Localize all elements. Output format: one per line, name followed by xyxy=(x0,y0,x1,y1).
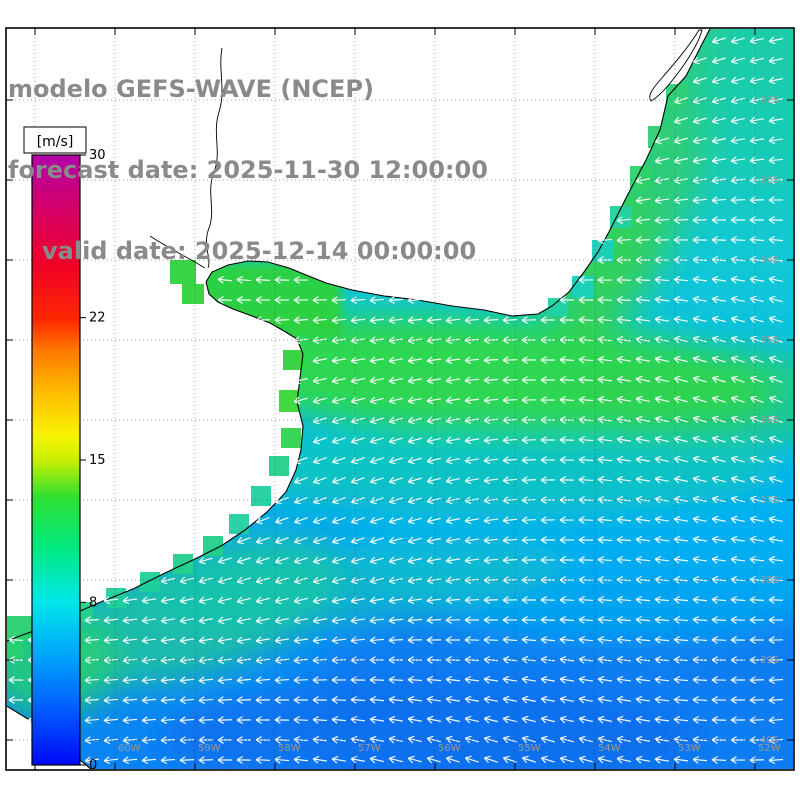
grid-labels: 32S 33S 34S 35S 36S 37S 38S 39S 40S 60W 59W 58W 57W 5… xyxy=(118,95,781,754)
valid-date: valid date: 2025-12-14 00:00:00 xyxy=(42,237,477,265)
lat-label: 34S xyxy=(760,255,779,266)
map-frame xyxy=(5,27,795,771)
colorbar-tick-label: 0 xyxy=(89,758,97,773)
title-block: modelo GEFS-WAVE (NCEP) forecast date: 2… xyxy=(8,22,488,319)
forecast-date: forecast date: 2025-11-30 12:00:00 xyxy=(8,156,488,184)
frame-ticks xyxy=(6,28,794,770)
grid-lines xyxy=(7,29,793,769)
lon-label: 59W xyxy=(198,743,221,754)
lat-label: 38S xyxy=(760,575,779,586)
lon-label: 52W xyxy=(758,743,781,754)
lat-label: 35S xyxy=(760,335,779,346)
lon-label: 53W xyxy=(678,743,701,754)
colorbar-tick-label: 22 xyxy=(89,311,106,326)
lat-label: 39S xyxy=(760,655,779,666)
lat-label: 32S xyxy=(760,95,779,106)
lon-label: 57W xyxy=(358,743,381,754)
lat-label: 33S xyxy=(760,175,779,186)
lat-label: 40S xyxy=(760,735,779,746)
colorbar-unit-box xyxy=(23,126,87,154)
lon-label: 56W xyxy=(438,743,461,754)
colorbar: 30 22 15 8 0 [m/s] xyxy=(23,126,106,773)
lon-label: 55W xyxy=(518,743,541,754)
lat-label: 36S xyxy=(760,415,779,426)
colorbar-ticks: 30 22 15 8 0 xyxy=(80,148,106,773)
lon-label: 58W xyxy=(278,743,301,754)
river-branch-line xyxy=(149,235,206,269)
model-title: modelo GEFS-WAVE (NCEP) xyxy=(8,75,374,103)
colorbar-tick-label: 15 xyxy=(89,453,106,468)
lon-label: 60W xyxy=(118,743,141,754)
colorbar-unit-label: [m/s] xyxy=(37,134,74,150)
lat-label: 37S xyxy=(760,495,779,506)
lon-label: 54W xyxy=(598,743,621,754)
wind-arrows xyxy=(8,36,784,765)
colorbar-tick-label: 8 xyxy=(89,595,97,610)
colorbar-gradient-bar xyxy=(31,154,81,766)
river-line xyxy=(206,47,223,269)
coastal-lagoon xyxy=(649,29,703,102)
colorbar-tick-label: 30 xyxy=(89,148,106,163)
